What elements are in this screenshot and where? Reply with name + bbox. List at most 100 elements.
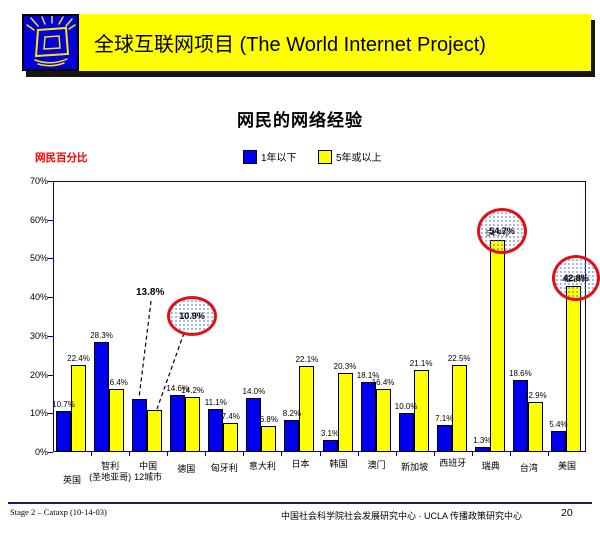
bar-series1-cat8: [375, 388, 391, 452]
bar-series1-cat12: [527, 402, 543, 452]
x-tick-mark: [243, 452, 245, 456]
page-number: 20: [561, 507, 573, 519]
slide-header-title: 全球互联网项目 (The World Internet Project): [94, 34, 486, 56]
bar-series1-cat1: [109, 388, 125, 452]
bar-value-label: 22.4%: [67, 354, 90, 364]
x-category-label: 匈牙利: [210, 463, 238, 473]
footer-divider: [8, 502, 592, 504]
x-category-label: 西班牙: [439, 458, 467, 468]
y-tick-mark: [48, 181, 53, 182]
bar-value-label: 10.0%: [394, 402, 418, 412]
x-tick-mark: [433, 452, 435, 456]
y-tick-label: 70%: [29, 176, 48, 186]
y-tick-label: 60%: [29, 214, 48, 225]
annotation-circle-text: 10.9%: [179, 311, 205, 321]
y-tick-label: 40%: [29, 292, 48, 303]
bar-series1-cat0: [71, 365, 86, 452]
y-tick-label: 50%: [29, 253, 48, 264]
x-tick-mark: [547, 452, 549, 456]
annotation-circle-text: 54.7%: [489, 226, 515, 236]
bar-series0-cat0: [56, 410, 71, 452]
annotation-circle-0: 10.9%: [167, 296, 217, 336]
bar-series1-cat6: [299, 366, 315, 452]
y-tick-mark: [48, 452, 53, 453]
y-tick-mark: [48, 297, 53, 299]
bar-value-label: 7.4%: [221, 412, 240, 422]
chart-title: 网民的网络经验: [237, 111, 363, 130]
y-tick-mark: [48, 335, 53, 337]
x-tick-mark: [205, 452, 207, 456]
bar-series1-cat11: [489, 240, 505, 452]
bar-value-label: 16.4%: [371, 377, 395, 387]
bar-value-label: 5.4%: [549, 420, 568, 430]
legend-label: 1年以下: [261, 153, 297, 164]
footer-institutions: 中国社会科学院社会发展研究中心 · UCLA 传播政策研究中心: [281, 511, 523, 521]
y-tick-label: 10%: [29, 408, 48, 419]
x-category-label: 德国: [177, 464, 196, 474]
y-axis-label: 网民百分比: [35, 152, 88, 164]
bar-series0-cat1: [94, 342, 110, 452]
x-category-label: 澳门: [367, 460, 386, 470]
bar-series0-cat11: [474, 446, 490, 452]
x-category-label: 智利 (圣地亚哥): [89, 461, 132, 482]
annotation-circle-text: 42.8%: [563, 273, 589, 283]
bar-series0-cat5: [246, 397, 262, 452]
bar-value-label: 21.1%: [409, 359, 433, 369]
bar-series1-cat10: [451, 364, 467, 452]
x-category-label: 韩国: [329, 459, 348, 469]
bar-series0-cat9: [398, 413, 414, 452]
bar-value-label: 28.3%: [90, 331, 113, 341]
y-tick-label: 20%: [29, 369, 48, 380]
x-tick-mark: [129, 452, 131, 456]
bar-series0-cat3: [170, 395, 186, 452]
annotation-circle-1: 54.7%: [477, 208, 527, 254]
bar-value-label: 1.3%: [473, 435, 492, 445]
x-tick-mark: [509, 452, 511, 456]
bar-value-label: 3.1%: [320, 428, 340, 438]
bar-series0-cat6: [284, 420, 300, 452]
bar-value-label: 12.9%: [524, 391, 547, 401]
y-tick-mark: [48, 374, 53, 376]
bar-value-label: 8.2%: [282, 409, 302, 419]
x-category-label: 意大利: [248, 461, 276, 471]
x-category-label: 美国: [557, 461, 576, 471]
bar-series1-cat9: [413, 370, 429, 452]
bar-value-label: 14.0%: [242, 386, 266, 396]
header-banner: 全球互联网项目 (The World Internet Project): [22, 14, 591, 71]
legend-label: 5年或以上: [336, 153, 382, 164]
y-tick-mark: [48, 219, 53, 221]
bar-value-label: 14.2%: [181, 386, 205, 396]
bar-series0-cat2: [132, 398, 148, 452]
x-tick-mark: [395, 452, 397, 456]
x-tick-mark: [357, 452, 359, 456]
bar-value-label: 11.1%: [204, 398, 227, 408]
bar-value-label: 22.1%: [295, 355, 319, 365]
bar-value-label: 18.6%: [509, 368, 532, 378]
y-tick-mark: [48, 413, 53, 415]
x-tick-mark: [91, 452, 93, 456]
x-category-label: 瑞典: [481, 461, 500, 471]
legend-item-5-years-plus: 5年或以上: [318, 149, 382, 164]
bar-series0-cat12: [512, 379, 528, 452]
bar-series1-cat3: [185, 397, 201, 452]
annotation-circle-2: 42.8%: [552, 255, 600, 301]
x-category-label: 英国: [63, 475, 82, 485]
bar-value-label: 18.1%: [356, 370, 380, 380]
bar-series0-cat7: [322, 439, 338, 452]
legend-swatch-blue: [243, 149, 257, 164]
bar-value-label: 16.4%: [105, 377, 128, 387]
logo-drawing: [26, 15, 76, 67]
bar-value-label: 20.3%: [333, 362, 357, 372]
bar-series1-cat2: [147, 409, 163, 452]
bar-value-label: 6.8%: [259, 414, 278, 424]
x-tick-mark: [471, 452, 473, 456]
x-category-label: 日本: [291, 459, 310, 469]
bar-value-label: 22.5%: [447, 353, 471, 363]
x-tick-mark: [281, 452, 283, 456]
bar-series1-cat7: [337, 373, 353, 452]
bar-series0-cat13: [550, 431, 566, 452]
bar-series1-cat5: [261, 425, 277, 452]
legend-item-under-1-year: 1年以下: [243, 149, 297, 164]
x-tick-mark: [319, 452, 321, 456]
